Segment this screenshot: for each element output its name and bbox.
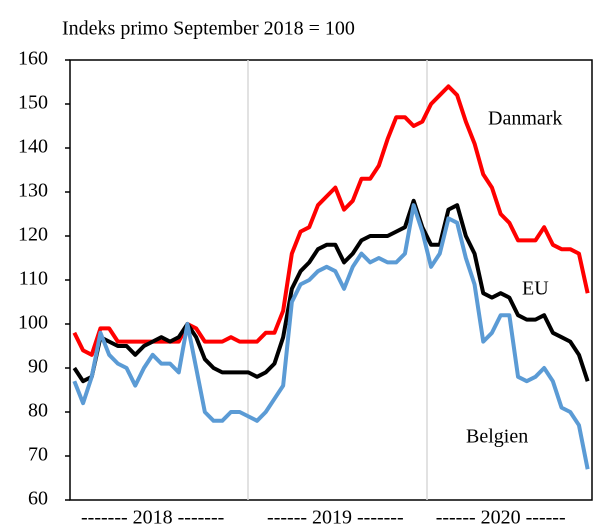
y-tick-label: 80 xyxy=(28,400,48,422)
y-tick-label: 130 xyxy=(18,180,48,202)
annotation: Belgien xyxy=(466,426,528,448)
x-tick-label: ------- 2018 ------- xyxy=(81,507,224,529)
y-tick-label: 100 xyxy=(18,312,48,334)
y-tick-label: 120 xyxy=(18,224,48,246)
annotation: Danmark xyxy=(488,108,562,130)
y-tick-label: 110 xyxy=(19,268,48,290)
y-tick-label: 150 xyxy=(18,92,48,114)
y-tick-label: 140 xyxy=(18,136,48,158)
line-series xyxy=(72,203,590,470)
y-tick-label: 60 xyxy=(28,488,48,510)
y-tick-label: 160 xyxy=(18,48,48,70)
annotation: EU xyxy=(522,278,549,300)
line-series xyxy=(72,198,590,384)
chart-subtitle: Indeks primo September 2018 = 100 xyxy=(62,18,355,40)
line-series xyxy=(72,84,590,357)
x-tick-label: ------ 2019 ------- xyxy=(267,507,404,529)
y-tick-label: 70 xyxy=(28,444,48,466)
y-tick-label: 90 xyxy=(28,356,48,378)
x-tick-label: ------ 2020 ------ xyxy=(436,507,566,529)
